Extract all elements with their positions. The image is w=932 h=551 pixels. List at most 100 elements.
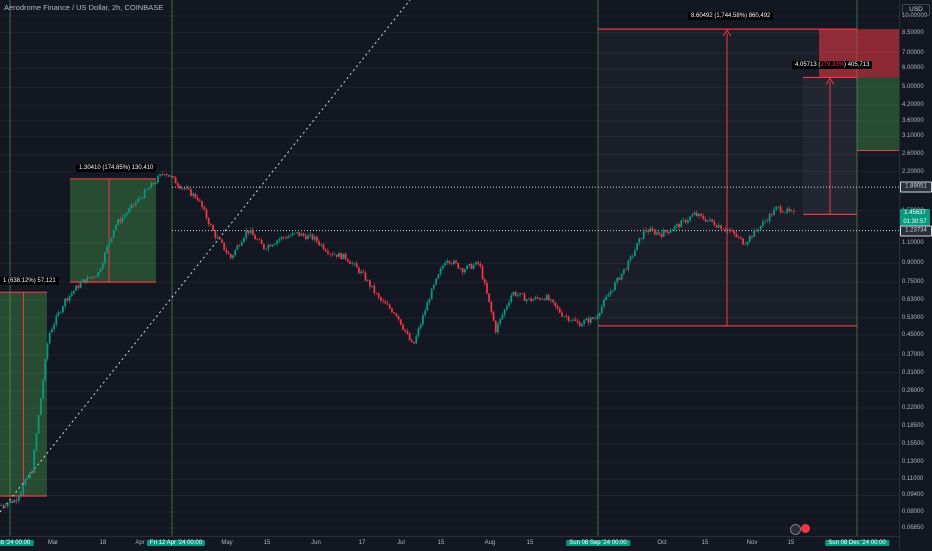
candle [702,215,705,220]
candle [179,185,181,189]
candle [335,254,338,257]
candle [388,304,391,309]
price-tick-label: 0.06850 [902,525,924,531]
price-tick-label: 0.11000 [902,476,924,483]
candle [565,316,568,317]
candle [516,294,519,296]
candle [269,244,272,247]
candle [66,298,69,301]
candle [508,302,510,307]
candle [296,232,298,234]
candle [123,215,126,218]
level-price-label: 1.89051 [900,181,932,193]
candle [159,174,162,177]
candle [755,229,758,231]
candle [742,238,745,245]
candle [461,268,464,273]
candle [88,277,91,278]
candle [251,230,254,236]
price-chart[interactable] [0,0,899,536]
candle [751,236,753,238]
candle [360,271,362,274]
candle [70,293,73,296]
time-label: Jun [311,540,321,546]
candle [649,228,652,232]
price-tick-label: 4.20000 [902,102,924,109]
time-label: 15 [701,540,709,546]
candle [110,237,113,243]
candle [57,312,60,316]
price-axis[interactable]: 10.00000 8.50000 7.00000 6.00000 5.00000 4.20… [899,0,932,550]
candle [53,324,56,330]
time-label: Feb '24 00:00 [0,540,34,546]
candle [315,236,318,242]
candle [291,233,294,236]
candle [550,299,552,301]
candle [410,340,413,342]
candle [95,276,97,278]
candle [278,239,281,241]
candle [510,295,513,303]
candle [457,263,460,269]
candle [779,206,782,212]
price-tick-label: 1.10000 [902,239,924,246]
candle [596,316,599,319]
level-price-label: 1.23734 [900,225,932,237]
candle [338,253,340,257]
candle [311,234,314,240]
candle [474,261,477,265]
range-measure-label: 1 (638.12%) 57,121 [0,277,59,286]
candle [534,297,537,300]
candle [678,224,680,228]
candle [629,256,632,261]
candle [580,324,583,327]
currency-button[interactable]: USD [902,4,930,16]
candle [31,472,33,474]
candle [15,499,18,501]
candle [163,174,166,175]
candle [735,233,738,237]
candle [786,208,789,213]
candle [201,201,203,208]
candle [181,188,184,189]
price-tick-label: 2.60000 [902,151,924,158]
candle [212,225,215,231]
candle [90,276,93,278]
time-label: Sun 08 Sep '24 00:00 [566,540,630,546]
candle [108,242,111,247]
candle [472,264,475,269]
candle [320,244,323,246]
candle [737,236,740,238]
candle [486,282,488,294]
candle [216,237,219,238]
candle [256,239,259,240]
candle [289,235,292,237]
candle [512,291,515,296]
candle [176,183,179,186]
candle [280,236,283,240]
candle [262,244,265,250]
time-label: Apr [135,540,145,546]
candle [576,320,579,323]
candle [232,255,234,259]
time-label: 15 [787,540,795,546]
candle [452,260,455,264]
candle [393,312,396,314]
visibility-icon[interactable] [790,524,801,535]
candle [536,297,539,299]
candle [214,230,217,238]
candle [667,231,669,233]
candle [106,246,109,253]
candle [39,398,42,416]
price-tick-label: 0.13000 [902,459,924,466]
candle [309,234,312,236]
candle [483,279,486,283]
candle [671,229,674,232]
alert-flag-icon[interactable] [801,524,810,533]
candle [318,241,321,246]
range-arrow-head [825,77,835,85]
candle [141,198,144,199]
candle [706,220,709,222]
time-label: May [221,540,233,546]
